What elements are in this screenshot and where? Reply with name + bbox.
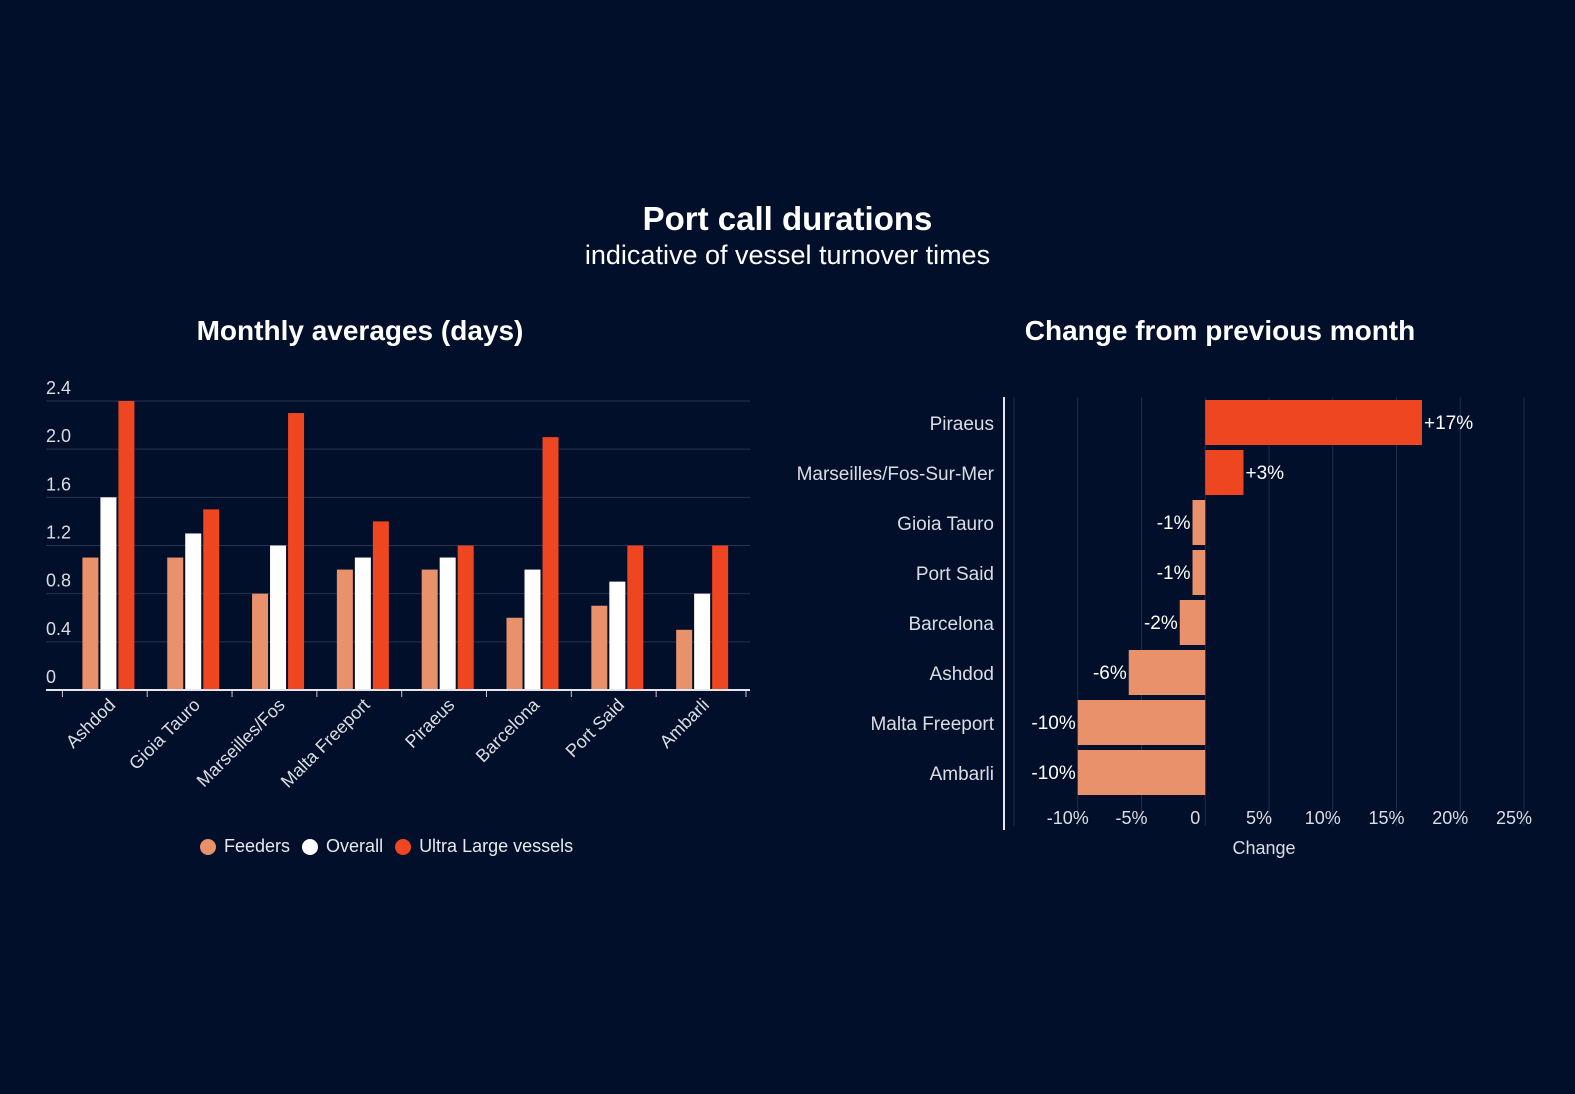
y-tick-label: 0.8 <box>46 571 71 591</box>
y-tick-label: 2.4 <box>46 378 71 398</box>
y-tick-label: 2.0 <box>46 426 71 446</box>
change-bar <box>1077 700 1206 745</box>
page-title: Port call durations <box>642 200 933 237</box>
bar-feeders <box>506 617 523 690</box>
change-from-previous-month-chart: Piraeus +17% Marseilles/Fos-Sur-Mer +3% Gioi… <box>797 397 1532 858</box>
bar-feeders <box>252 593 269 690</box>
data-label: -6% <box>1093 663 1127 684</box>
bar-ultra-large-vessels <box>712 545 729 690</box>
legend-label-ultra-large: Ultra Large vessels <box>419 836 574 856</box>
bar-overall <box>100 497 117 690</box>
y-category-label: Piraeus <box>930 414 994 435</box>
x-tick-label: -5% <box>1115 808 1147 828</box>
x-tick-label: 25% <box>1496 808 1532 828</box>
y-tick-label: 1.6 <box>46 474 71 494</box>
bar-ultra-large-vessels <box>203 509 220 690</box>
bar-overall <box>270 545 287 690</box>
right-chart-title: Change from previous month <box>1024 315 1416 346</box>
data-label: +3% <box>1246 463 1285 484</box>
x-tick-label: -10% <box>1047 808 1089 828</box>
bar-feeders <box>676 629 693 690</box>
left-chart-title: Monthly averages (days) <box>196 315 524 346</box>
change-bar <box>1179 600 1206 645</box>
y-tick-label: 0 <box>46 667 56 687</box>
data-label: -10% <box>1031 763 1075 784</box>
bar-feeders <box>167 557 184 690</box>
bar-feeders <box>336 569 353 690</box>
y-category-label: Ashdod <box>930 664 994 685</box>
page-subtitle: indicative of vessel turnover times <box>584 240 991 270</box>
legend: Feeders Overall Ultra Large vessels <box>200 836 585 857</box>
y-tick-label: 0.4 <box>46 619 71 639</box>
y-category-label: Barcelona <box>908 614 994 635</box>
y-tick-label: 1.2 <box>46 523 71 543</box>
legend-swatch-overall <box>302 838 319 855</box>
bar-ultra-large-vessels <box>542 437 559 690</box>
bar-ultra-large-vessels <box>627 545 644 690</box>
bar-ultra-large-vessels <box>457 545 474 690</box>
y-category-label: Marseilles/Fos-Sur-Mer <box>797 464 995 485</box>
y-category-label: Port Said <box>916 564 994 585</box>
bar-overall <box>524 569 541 690</box>
x-tick-label: 15% <box>1368 808 1404 828</box>
data-label: -1% <box>1157 513 1191 534</box>
change-bar <box>1205 400 1422 445</box>
change-bar <box>1077 750 1206 795</box>
data-label: -10% <box>1031 713 1075 734</box>
legend-item-ultra-large[interactable]: Ultra Large vessels <box>395 836 573 857</box>
bar-feeders <box>421 569 438 690</box>
data-label: -1% <box>1157 563 1191 584</box>
bar-feeders <box>591 605 608 690</box>
legend-label-overall: Overall <box>326 836 384 856</box>
legend-item-overall[interactable]: Overall <box>302 836 383 857</box>
legend-item-feeders[interactable]: Feeders <box>200 836 290 857</box>
x-axis-title: Change <box>1232 838 1295 858</box>
bar-overall <box>609 581 626 690</box>
bar-ultra-large-vessels <box>288 413 305 690</box>
bar-overall <box>694 593 711 690</box>
legend-swatch-ultra-large <box>395 838 412 855</box>
bar-ultra-large-vessels <box>118 401 135 690</box>
x-tick-label: 5% <box>1246 808 1272 828</box>
bar-overall <box>439 557 456 690</box>
y-category-label: Malta Freeport <box>870 714 994 735</box>
legend-swatch-feeders <box>200 838 216 855</box>
bar-feeders <box>82 557 99 690</box>
x-tick-label: 10% <box>1305 808 1341 828</box>
change-bar <box>1192 550 1206 595</box>
bar-ultra-large-vessels <box>372 521 389 690</box>
data-label: +17% <box>1424 413 1473 434</box>
bar-overall <box>185 533 202 690</box>
x-tick-label: 0 <box>1190 808 1200 828</box>
data-label: -2% <box>1144 613 1178 634</box>
x-tick-label: 20% <box>1432 808 1468 828</box>
y-category-label: Gioia Tauro <box>897 514 994 535</box>
change-bar <box>1128 650 1206 695</box>
legend-label-feeders: Feeders <box>224 836 291 856</box>
y-category-label: Ambarli <box>930 764 994 785</box>
change-bar <box>1192 500 1206 545</box>
change-bar <box>1205 450 1244 495</box>
bar-overall <box>354 557 371 690</box>
